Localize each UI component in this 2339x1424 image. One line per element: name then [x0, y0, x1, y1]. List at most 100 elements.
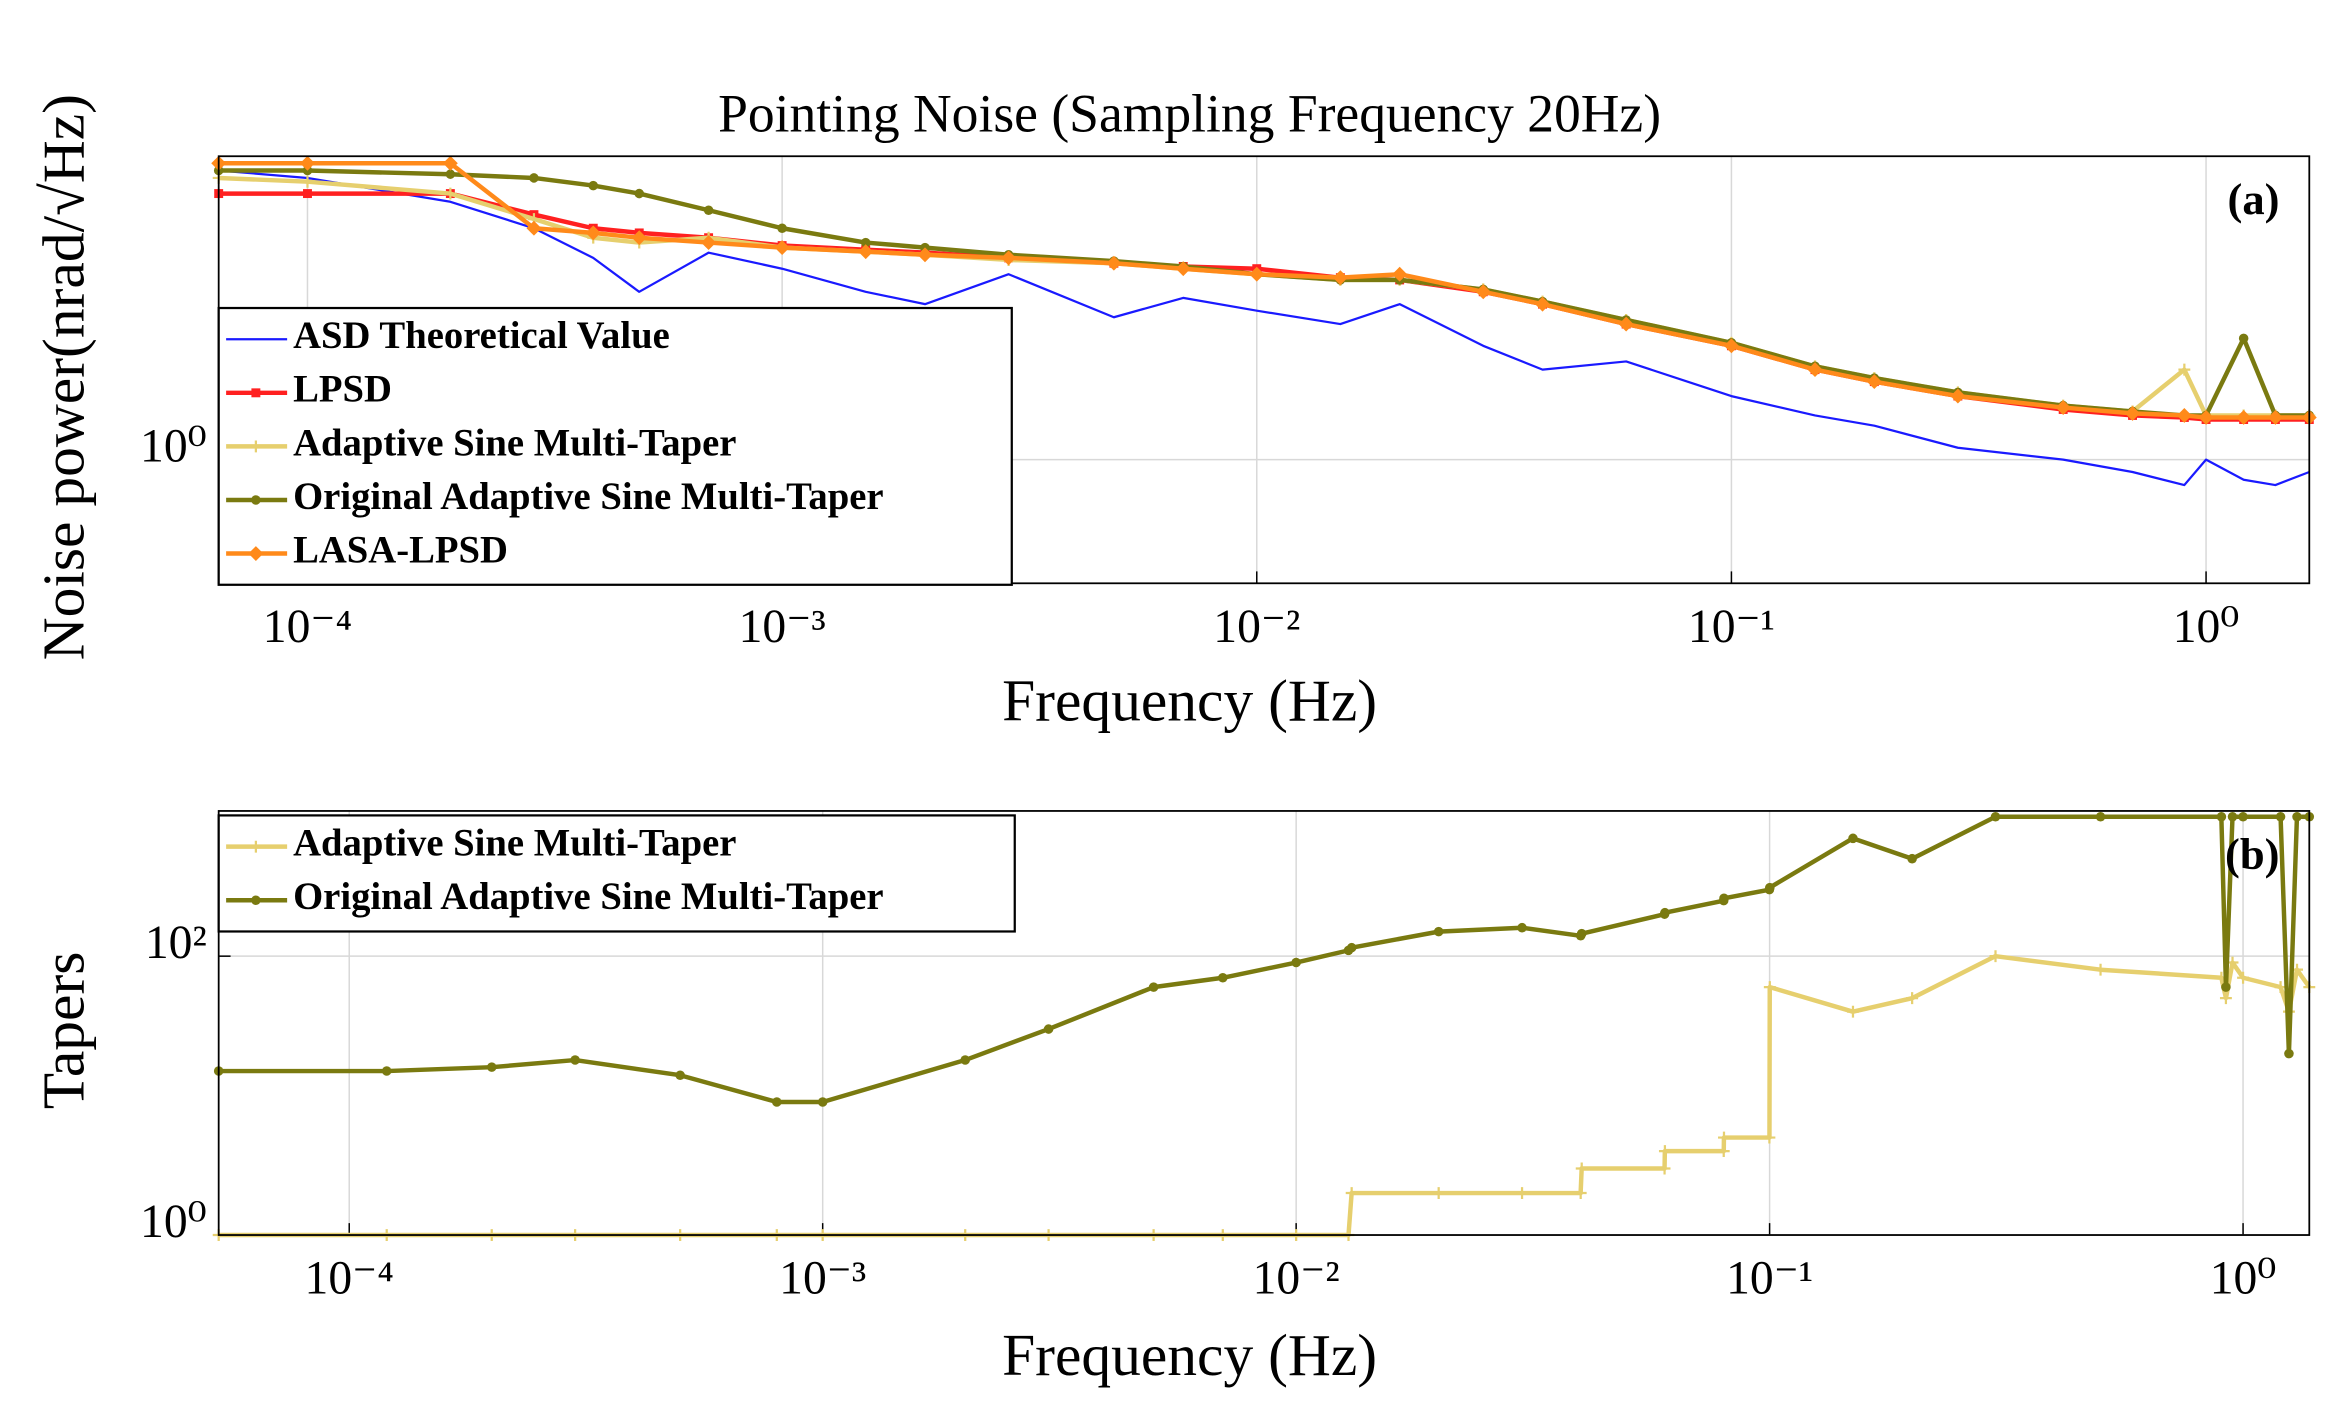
series-marker	[2178, 363, 2191, 376]
y-axis-label: Noise power(nrad/√Hz)	[31, 94, 97, 660]
series-line	[218, 169, 2310, 487]
series-marker	[1950, 388, 1966, 404]
legend-marker	[251, 895, 261, 905]
series-marker	[1001, 250, 1017, 266]
legend-marker	[249, 440, 262, 453]
series-marker	[917, 247, 933, 263]
panel-label: (b)	[2225, 829, 2280, 879]
series-marker	[1989, 950, 2002, 963]
series-marker	[570, 1055, 580, 1065]
series-marker	[631, 230, 647, 246]
series-marker	[588, 180, 599, 191]
legend-marker	[251, 388, 261, 398]
legend-marker	[248, 546, 264, 561]
series-marker	[1535, 296, 1550, 312]
series-marker	[772, 1097, 782, 1107]
series-marker	[526, 220, 542, 236]
series-marker	[444, 187, 457, 200]
legend-box	[217, 814, 1016, 933]
plot-frame	[217, 810, 2311, 1236]
series-marker	[858, 244, 874, 260]
legend-marker	[249, 840, 262, 853]
series-marker	[1717, 1145, 1730, 1158]
legend-label: ASD Theoretical Value	[293, 315, 670, 357]
x-tick-label: 10⁻²	[1253, 1253, 1340, 1305]
legend-label: Adaptive Sine Multi-Taper	[293, 422, 736, 464]
legend-label: LASA-LPSD	[293, 529, 508, 571]
series-marker	[634, 188, 645, 199]
x-tick-label: 10⁻³	[779, 1253, 866, 1305]
legend-box	[217, 306, 1013, 586]
series-marker	[1660, 907, 1670, 918]
legend-label: LPSD	[293, 369, 392, 411]
series-marker	[675, 1070, 685, 1080]
series-marker	[1658, 1162, 1671, 1175]
series-marker	[2237, 971, 2250, 984]
series-marker	[1765, 882, 1775, 893]
series-marker	[817, 1097, 828, 1107]
series-marker	[703, 205, 714, 216]
series-marker	[1906, 992, 1919, 1005]
series-marker	[2238, 333, 2249, 344]
x-axis-label: Frequency (Hz)	[1002, 1322, 1377, 1388]
legend-label: Adaptive Sine Multi-Taper	[293, 823, 736, 865]
series-line	[218, 814, 2310, 1105]
series-marker	[1719, 893, 1729, 904]
y-tick-label: 10⁰	[140, 1196, 207, 1248]
series-marker	[1392, 266, 1408, 282]
series-marker	[1718, 1131, 1730, 1144]
chart-title: Pointing Noise (Sampling Frequency 20Hz)	[718, 83, 1661, 143]
series-marker	[2275, 811, 2286, 822]
series-marker	[1475, 284, 1491, 300]
series-marker	[585, 225, 601, 241]
series-marker	[1249, 266, 1265, 282]
series-marker	[2095, 811, 2106, 822]
panel-label: (a)	[2227, 174, 2279, 224]
series-marker	[1346, 942, 1357, 953]
legend-marker	[251, 495, 261, 505]
series-marker	[2236, 410, 2252, 425]
series-marker	[1847, 1005, 1859, 1018]
x-tick-label: 10⁻³	[739, 601, 826, 653]
series-marker	[1763, 981, 1776, 994]
legend-label: Original Adaptive Sine Multi-Taper	[293, 876, 884, 918]
series-marker	[303, 189, 312, 199]
series-marker	[381, 1066, 392, 1076]
series-marker	[1658, 1145, 1671, 1158]
series-marker	[774, 240, 790, 256]
series-marker	[1332, 270, 1348, 286]
x-tick-label: 10⁻¹	[1726, 1253, 1813, 1305]
y-tick-label: 10²	[145, 917, 207, 969]
series-marker	[1907, 853, 1917, 864]
series-marker	[1576, 928, 1587, 939]
series-marker	[1723, 338, 1739, 354]
x-tick-label: 10⁻¹	[1688, 601, 1775, 653]
series-marker	[1990, 811, 2001, 822]
series-marker	[2198, 410, 2214, 425]
series-marker	[2216, 811, 2227, 822]
series-marker	[1043, 1024, 1054, 1034]
series-marker	[1148, 982, 1159, 992]
series-marker	[2227, 811, 2238, 822]
x-axis-label: Frequency (Hz)	[1002, 667, 1377, 733]
series-marker	[1106, 255, 1122, 271]
legend-label: Original Adaptive Sine Multi-Taper	[293, 476, 884, 518]
series-marker	[2267, 410, 2283, 425]
series-line	[218, 160, 2310, 420]
y-axis-label: Tapers	[31, 952, 97, 1110]
series-marker	[1516, 1187, 1528, 1200]
series-marker	[2284, 1048, 2294, 1059]
x-tick-label: 10⁰	[2173, 601, 2240, 653]
series-marker	[860, 237, 871, 248]
series-marker	[1218, 972, 1228, 983]
series-marker	[486, 1062, 497, 1072]
series-marker	[2292, 811, 2302, 822]
series-marker	[2221, 982, 2231, 992]
series-marker	[1575, 1162, 1588, 1175]
series-marker	[777, 223, 787, 233]
series-marker	[2176, 408, 2192, 423]
y-tick-label: 10⁰	[140, 421, 207, 473]
x-tick-label: 10⁻⁴	[263, 601, 352, 653]
series-marker	[2094, 963, 2107, 976]
